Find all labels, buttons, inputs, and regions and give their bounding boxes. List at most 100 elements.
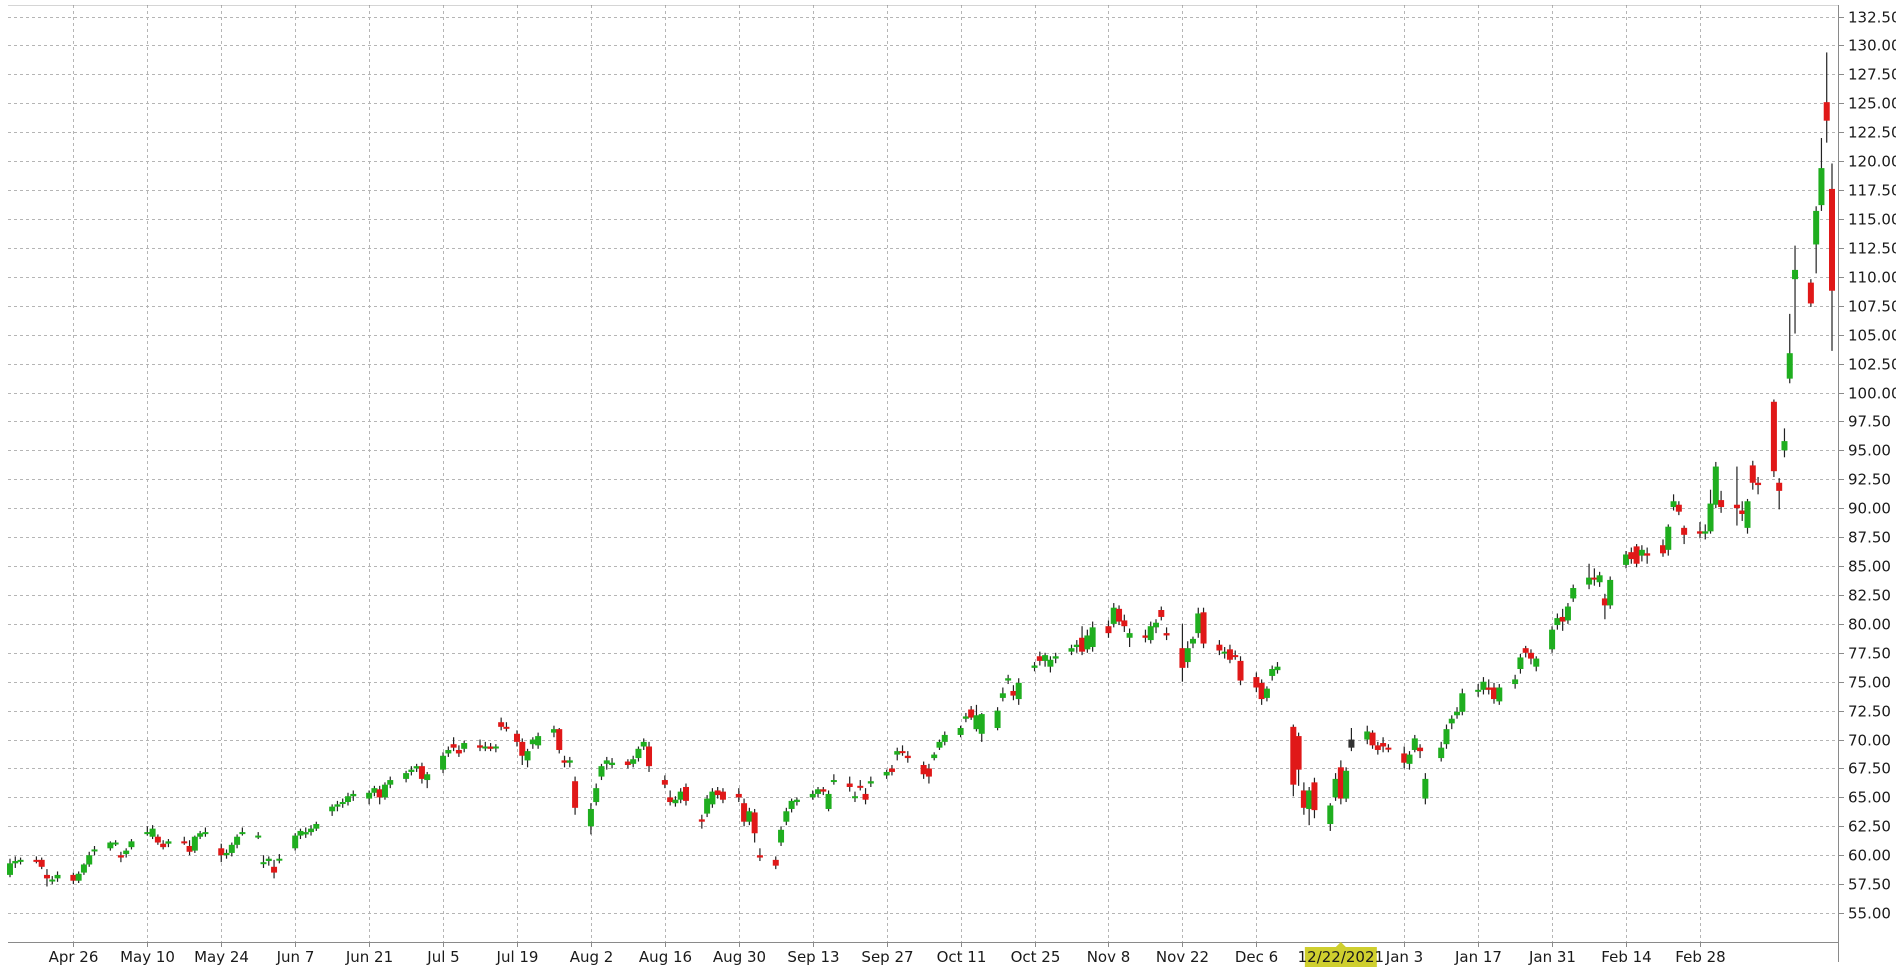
candle	[1121, 614, 1128, 632]
candle-body	[1786, 353, 1793, 379]
candle	[1601, 593, 1608, 620]
candle-body	[186, 845, 193, 852]
candle	[33, 856, 40, 864]
candle-body	[1179, 648, 1186, 668]
candle	[968, 706, 975, 720]
candle	[7, 858, 13, 878]
crosshair-date-label: 12/22/2021	[1298, 948, 1384, 966]
candle	[793, 797, 800, 806]
candle-body	[936, 741, 943, 748]
candle-body	[1200, 612, 1207, 644]
candle-body	[1829, 188, 1835, 291]
candle	[1348, 727, 1355, 752]
candle	[978, 712, 985, 742]
candle	[186, 840, 193, 856]
candle-body	[1638, 549, 1645, 556]
candle-body	[1549, 629, 1556, 650]
candle	[1079, 626, 1086, 656]
candle-body	[128, 841, 135, 848]
candle	[503, 722, 510, 732]
candle-body	[603, 760, 610, 764]
candle	[529, 737, 536, 749]
candle-body	[408, 769, 415, 772]
candle	[1295, 732, 1302, 786]
candle	[925, 763, 932, 784]
x-tick-label: Oct 11	[937, 948, 987, 966]
candle	[714, 786, 721, 799]
candle-body	[1105, 626, 1112, 634]
candle-body	[609, 762, 616, 766]
candle-body	[1675, 504, 1682, 512]
candle-body	[851, 796, 858, 799]
candle-body	[49, 879, 56, 882]
candle	[556, 727, 563, 754]
candle-body	[234, 836, 241, 845]
candle-body	[999, 693, 1006, 698]
candle-body	[1670, 501, 1677, 508]
candle-body	[1770, 401, 1777, 472]
candle-body	[418, 766, 425, 779]
candle	[1781, 428, 1788, 458]
candle	[334, 800, 341, 812]
candle-body	[598, 766, 605, 777]
candle	[292, 833, 299, 851]
y-tick-label: 60.00	[1848, 847, 1891, 865]
candle	[1675, 501, 1682, 516]
candle-body	[450, 744, 457, 748]
candle	[191, 835, 198, 853]
candle	[593, 783, 600, 806]
candle-body	[1718, 500, 1725, 508]
candle-body	[519, 741, 526, 756]
candle	[746, 807, 753, 826]
candle-body	[735, 793, 742, 798]
candle-body	[1332, 778, 1339, 798]
candle	[107, 841, 114, 851]
candle-body	[292, 835, 299, 849]
candle	[704, 795, 711, 818]
candle-body	[1295, 736, 1302, 770]
candle	[1369, 730, 1376, 749]
candle-body	[931, 754, 938, 759]
y-tick-label: 125.00	[1848, 95, 1896, 113]
candle	[17, 857, 24, 865]
candle	[1068, 644, 1075, 656]
y-tick-label: 55.00	[1848, 905, 1891, 923]
candle-body	[1554, 618, 1561, 626]
y-tick-label: 90.00	[1848, 500, 1891, 518]
y-tick-label: 62.50	[1848, 818, 1891, 836]
candle-body	[888, 768, 895, 772]
candle-body	[1216, 644, 1223, 651]
candle-body	[1517, 657, 1524, 669]
candle	[1438, 741, 1445, 762]
candle-body	[994, 710, 1001, 728]
candle	[1163, 627, 1170, 641]
candle-body	[1015, 682, 1022, 700]
candle-body	[646, 746, 653, 767]
candle-body	[857, 785, 864, 788]
candle	[672, 796, 679, 807]
candle-body	[783, 811, 790, 822]
candle-body	[403, 773, 410, 779]
candle-body	[1221, 651, 1228, 654]
y-tick-label: 87.50	[1848, 529, 1891, 547]
candle	[1153, 619, 1160, 634]
candle-body	[751, 812, 758, 834]
candle-body	[556, 729, 563, 750]
candle	[1031, 662, 1038, 672]
candle-body	[181, 841, 188, 844]
x-tick-label: Aug 16	[639, 948, 692, 966]
candle	[587, 803, 594, 835]
candle-body	[788, 800, 795, 809]
y-tick-label: 115.00	[1848, 211, 1896, 229]
candle	[482, 741, 489, 752]
candle	[455, 745, 462, 757]
candle-body	[1660, 545, 1667, 554]
candle-body	[1068, 648, 1075, 652]
candle	[1670, 494, 1677, 511]
candle-body	[1792, 269, 1799, 280]
candle	[825, 790, 832, 812]
candle	[492, 744, 499, 753]
candle-body	[255, 835, 262, 838]
candle	[1010, 685, 1017, 701]
candle	[197, 830, 204, 840]
